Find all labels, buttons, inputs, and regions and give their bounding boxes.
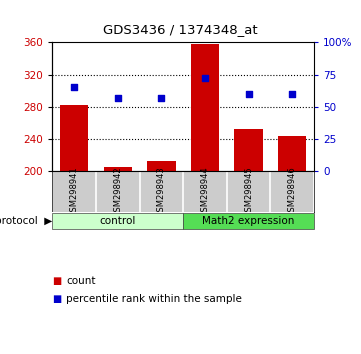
Text: percentile rank within the sample: percentile rank within the sample: [66, 294, 242, 304]
Text: GSM298943: GSM298943: [157, 166, 166, 217]
Point: [290, 91, 295, 97]
Text: GSM298944: GSM298944: [200, 166, 209, 217]
Point: [71, 85, 77, 90]
FancyBboxPatch shape: [183, 213, 314, 229]
Text: GSM298945: GSM298945: [244, 166, 253, 217]
Text: GDS3436 / 1374348_at: GDS3436 / 1374348_at: [103, 23, 258, 36]
Text: ■: ■: [52, 294, 62, 304]
FancyBboxPatch shape: [52, 213, 183, 229]
Point: [246, 91, 252, 97]
Text: control: control: [100, 216, 136, 226]
Bar: [234, 129, 263, 171]
Text: GSM298941: GSM298941: [70, 166, 79, 217]
Point: [158, 95, 164, 101]
Bar: [147, 161, 175, 171]
Bar: [104, 167, 132, 171]
Bar: [278, 136, 306, 171]
Text: ■: ■: [52, 276, 62, 286]
Text: Math2 expression: Math2 expression: [203, 216, 295, 226]
Text: GSM298942: GSM298942: [113, 166, 122, 217]
Point: [115, 95, 121, 101]
Text: GSM298946: GSM298946: [288, 166, 297, 217]
Bar: [191, 44, 219, 171]
Text: count: count: [66, 276, 96, 286]
Point: [202, 76, 208, 81]
Bar: [60, 105, 88, 171]
Text: protocol  ▶: protocol ▶: [0, 216, 52, 226]
